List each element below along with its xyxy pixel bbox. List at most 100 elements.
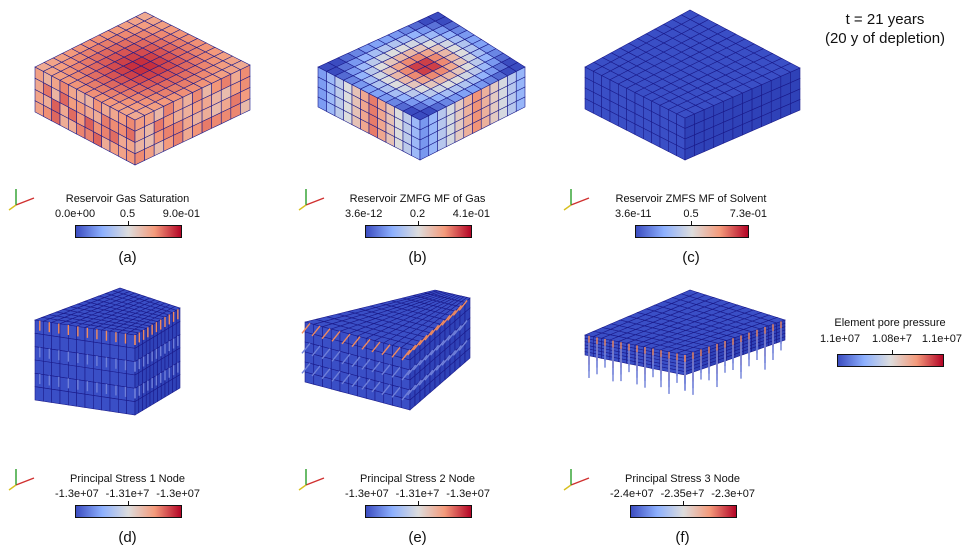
side-cell bbox=[143, 342, 147, 358]
side-cell bbox=[169, 379, 173, 395]
side-cell bbox=[110, 398, 118, 413]
panel-caption: (c) bbox=[671, 249, 711, 266]
side-cell bbox=[150, 337, 154, 353]
colorbar-min-label: -1.3e+07 bbox=[55, 488, 99, 500]
colorbar-max-label: -1.3e+07 bbox=[446, 488, 490, 500]
side-cell bbox=[43, 335, 51, 350]
side-cell bbox=[127, 347, 135, 362]
side-cell bbox=[158, 359, 162, 375]
side-cell bbox=[110, 345, 118, 360]
colorbar-max-label: 4.1e-01 bbox=[453, 208, 490, 220]
side-cell bbox=[35, 387, 43, 402]
side-cell bbox=[127, 400, 135, 415]
side-cell bbox=[93, 342, 101, 357]
colorbar-min-label: 3.6e-11 bbox=[615, 208, 652, 220]
side-cell bbox=[127, 387, 135, 402]
colorbar-title: Reservoir Gas Saturation bbox=[18, 193, 238, 206]
panel-a-gas-saturation: Reservoir Gas Saturation 0.0e+00 0.5 9.0e-0… bbox=[0, 0, 270, 262]
side-cell bbox=[118, 399, 126, 414]
side-cell bbox=[127, 360, 135, 375]
colorbar-title: Principal Stress 2 Node bbox=[308, 473, 528, 486]
side-cell bbox=[375, 391, 384, 403]
colorbar-mid-label: -1.31e+7 bbox=[396, 488, 440, 500]
side-cell bbox=[143, 368, 147, 384]
colorbar-mid-label: -2.35e+7 bbox=[661, 488, 705, 500]
side-cell bbox=[60, 377, 68, 392]
side-cell bbox=[93, 395, 101, 410]
colorbar-max-label: -1.3e+07 bbox=[156, 488, 200, 500]
reservoir-block-render bbox=[555, 280, 825, 445]
reservoir-block-render bbox=[555, 0, 825, 165]
colorbar-max-label: 7.3e-01 bbox=[730, 208, 767, 220]
colorbar bbox=[635, 225, 749, 238]
side-cell bbox=[135, 346, 139, 362]
side-cell bbox=[85, 328, 93, 343]
time-annotation: t = 21 years (20 y of depletion) bbox=[810, 10, 960, 48]
side-cell bbox=[340, 381, 349, 393]
side-cell bbox=[85, 354, 93, 369]
side-cell bbox=[154, 335, 158, 351]
side-cell bbox=[60, 324, 68, 339]
colorbar bbox=[75, 505, 182, 518]
side-cell bbox=[323, 377, 332, 389]
side-cell bbox=[127, 334, 135, 349]
side-cell bbox=[161, 384, 165, 400]
panel-b-zmfg: Reservoir ZMFG MF of Gas 3.6e-12 0.2 4.1e-0… bbox=[290, 0, 560, 262]
reservoir-block-render bbox=[290, 280, 560, 445]
colorbar bbox=[75, 225, 182, 238]
side-cell bbox=[139, 397, 143, 413]
colorbar-mid-label: 0.5 bbox=[120, 208, 135, 220]
side-cell bbox=[173, 324, 177, 340]
reservoir-block-render bbox=[290, 0, 560, 165]
side-cell bbox=[43, 321, 51, 336]
side-cell bbox=[135, 373, 139, 389]
side-cell bbox=[110, 331, 118, 346]
side-cell bbox=[161, 357, 165, 373]
side-cell bbox=[43, 361, 51, 376]
panel-e-stress2: Principal Stress 2 Node -1.3e+07 -1.31e+7-… bbox=[290, 280, 560, 542]
side-cell bbox=[85, 394, 93, 409]
side-cell bbox=[68, 338, 76, 353]
side-cell bbox=[77, 340, 85, 355]
side-cell bbox=[146, 393, 150, 409]
colorbar bbox=[365, 225, 472, 238]
colorbar bbox=[630, 505, 737, 518]
side-cell bbox=[384, 393, 393, 405]
pore-pressure-title: Element pore pressure bbox=[780, 317, 966, 330]
side-cell bbox=[52, 389, 60, 404]
side-cell bbox=[102, 370, 110, 385]
reservoir-block-render bbox=[0, 280, 270, 445]
side-cell bbox=[102, 397, 110, 412]
side-cell bbox=[118, 373, 126, 388]
side-cell bbox=[143, 395, 147, 411]
side-cell bbox=[165, 381, 169, 397]
side-cell bbox=[68, 378, 76, 393]
side-cell bbox=[176, 348, 180, 364]
side-cell bbox=[68, 325, 76, 340]
pore-pressure-min: 1.1e+07 bbox=[820, 333, 860, 345]
side-cell bbox=[150, 390, 154, 406]
colorbar-min-label: -2.4e+07 bbox=[610, 488, 654, 500]
side-cell bbox=[68, 392, 76, 407]
side-cell bbox=[393, 395, 402, 407]
colorbar-max-label: -2.3e+07 bbox=[711, 488, 755, 500]
panel-c-zmfs: Reservoir ZMFS MF of Solvent 3.6e-11 0.5 7.… bbox=[555, 0, 825, 262]
side-cell bbox=[52, 363, 60, 378]
side-cell bbox=[85, 368, 93, 383]
colorbar-mid-label: 0.5 bbox=[683, 208, 698, 220]
panel-d-stress1: Principal Stress 1 Node -1.3e+07 -1.31e+7-… bbox=[0, 280, 270, 542]
panel-caption: (b) bbox=[398, 249, 438, 266]
colorbar-mid-label: -1.31e+7 bbox=[106, 488, 150, 500]
panel-caption: (d) bbox=[108, 529, 148, 546]
side-cell bbox=[110, 385, 118, 400]
side-cell bbox=[60, 390, 68, 405]
panel-caption: (e) bbox=[398, 529, 438, 546]
side-cell bbox=[68, 365, 76, 380]
panel-caption: (a) bbox=[108, 249, 148, 266]
colorbar-max-label: 9.0e-01 bbox=[163, 208, 200, 220]
side-cell bbox=[60, 364, 68, 379]
side-cell bbox=[176, 321, 180, 337]
pore-pressure-mid: 1.08e+7 bbox=[872, 333, 912, 345]
side-cell bbox=[135, 399, 139, 415]
side-cell bbox=[35, 333, 43, 348]
